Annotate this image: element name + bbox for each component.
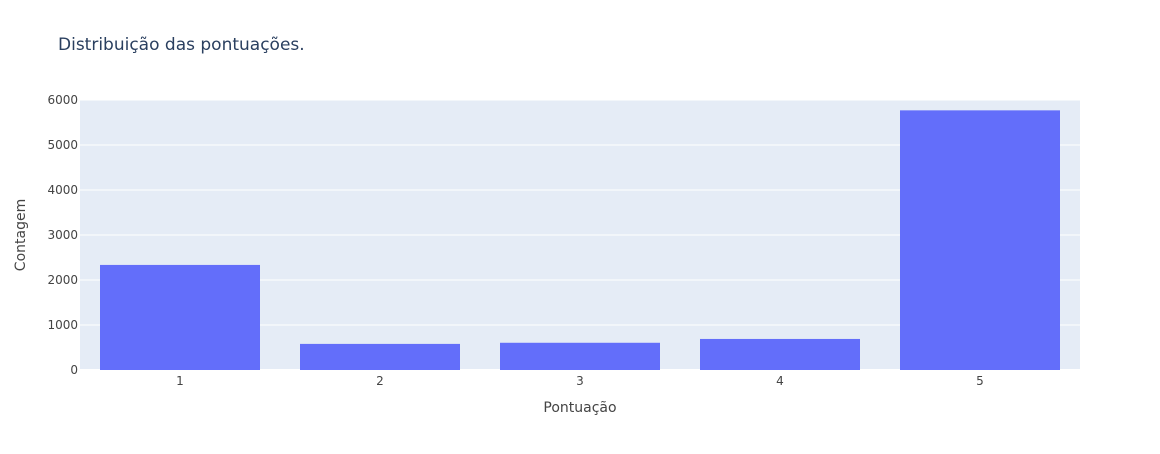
y-axis-label: Contagem xyxy=(13,199,29,271)
bar-1[interactable] xyxy=(100,264,260,370)
bar-4[interactable] xyxy=(700,338,860,370)
y-tick-label: 4000 xyxy=(47,183,78,197)
x-tick-label: 5 xyxy=(976,374,984,388)
x-axis-label: Pontuação xyxy=(543,400,616,416)
x-tick-label: 4 xyxy=(776,374,784,388)
y-tick-label: 6000 xyxy=(47,93,78,107)
x-tick-label: 3 xyxy=(576,374,584,388)
x-tick-label: 1 xyxy=(176,374,184,388)
y-tick-label: 5000 xyxy=(47,138,78,152)
bars xyxy=(100,110,1060,370)
bar-3[interactable] xyxy=(500,342,660,370)
x-axis-ticks: 1 2 3 4 5 xyxy=(176,374,984,388)
y-tick-label: 2000 xyxy=(47,273,78,287)
bar-2[interactable] xyxy=(300,343,460,370)
y-tick-label: 3000 xyxy=(47,228,78,242)
bar-5[interactable] xyxy=(900,110,1060,370)
y-axis-ticks: 0 1000 2000 3000 4000 5000 6000 xyxy=(47,93,78,377)
y-tick-label: 0 xyxy=(70,363,78,377)
chart-title: Distribuição das pontuações. xyxy=(58,35,305,55)
x-tick-label: 2 xyxy=(376,374,384,388)
y-tick-label: 1000 xyxy=(47,318,78,332)
